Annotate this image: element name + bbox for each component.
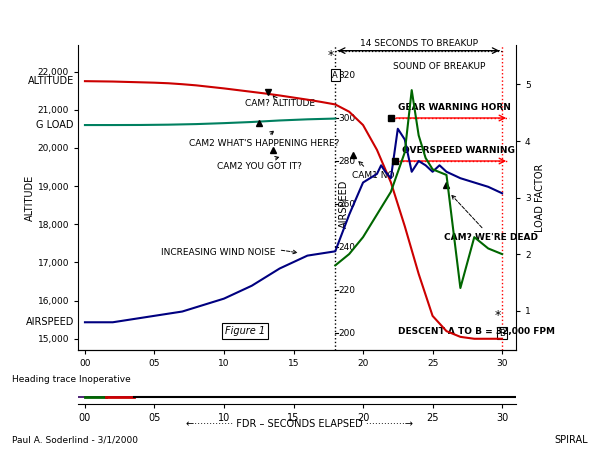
Text: OVERSPEED WARNING: OVERSPEED WARNING bbox=[402, 146, 515, 155]
Text: AIRSPEED: AIRSPEED bbox=[25, 317, 74, 327]
Text: GEAR WARNING HORN: GEAR WARNING HORN bbox=[398, 103, 511, 112]
Text: Paul A. Soderlind - 3/1/2000: Paul A. Soderlind - 3/1/2000 bbox=[12, 436, 138, 445]
Text: AIRSPEED: AIRSPEED bbox=[339, 180, 349, 228]
Text: 14 SECONDS TO BREAKUP: 14 SECONDS TO BREAKUP bbox=[359, 39, 478, 48]
Text: 260: 260 bbox=[339, 199, 356, 208]
Text: ←············· FDR – SECONDS ELAPSED ·············→: ←············· FDR – SECONDS ELAPSED ···… bbox=[187, 419, 413, 429]
Text: CAM2 YOU GOT IT?: CAM2 YOU GOT IT? bbox=[217, 156, 302, 171]
Text: *: * bbox=[495, 308, 501, 321]
Text: 320: 320 bbox=[339, 70, 356, 79]
Text: INCREASING WIND NOISE: INCREASING WIND NOISE bbox=[161, 248, 296, 257]
Text: 200: 200 bbox=[339, 329, 356, 338]
Text: CAM? WE'RE DEAD: CAM? WE'RE DEAD bbox=[443, 195, 538, 242]
Text: *: * bbox=[328, 48, 334, 62]
Text: Heading trace Inoperative: Heading trace Inoperative bbox=[12, 375, 131, 384]
Text: ALTITUDE: ALTITUDE bbox=[28, 76, 74, 86]
Text: G LOAD: G LOAD bbox=[37, 120, 74, 130]
Text: CAM1 NO: CAM1 NO bbox=[352, 162, 394, 180]
Text: A: A bbox=[332, 70, 338, 79]
Text: 300: 300 bbox=[339, 114, 356, 123]
Text: 220: 220 bbox=[339, 286, 356, 295]
Y-axis label: LOAD FACTOR: LOAD FACTOR bbox=[535, 163, 545, 232]
Y-axis label: ALTITUDE: ALTITUDE bbox=[25, 174, 35, 221]
Text: 240: 240 bbox=[339, 242, 356, 251]
Text: SPIRAL: SPIRAL bbox=[554, 435, 588, 445]
Text: 280: 280 bbox=[339, 157, 356, 166]
Text: Figure 1: Figure 1 bbox=[225, 326, 265, 336]
Text: DESCENT A TO B = 32,000 FPM: DESCENT A TO B = 32,000 FPM bbox=[398, 326, 555, 336]
Text: CAM2 WHAT'S HAPPENING HERE?: CAM2 WHAT'S HAPPENING HERE? bbox=[189, 131, 340, 148]
Text: CAM? ALTITUDE: CAM? ALTITUDE bbox=[245, 96, 315, 108]
Text: SOUND OF BREAKUP: SOUND OF BREAKUP bbox=[394, 62, 486, 71]
Text: B: B bbox=[499, 329, 505, 338]
